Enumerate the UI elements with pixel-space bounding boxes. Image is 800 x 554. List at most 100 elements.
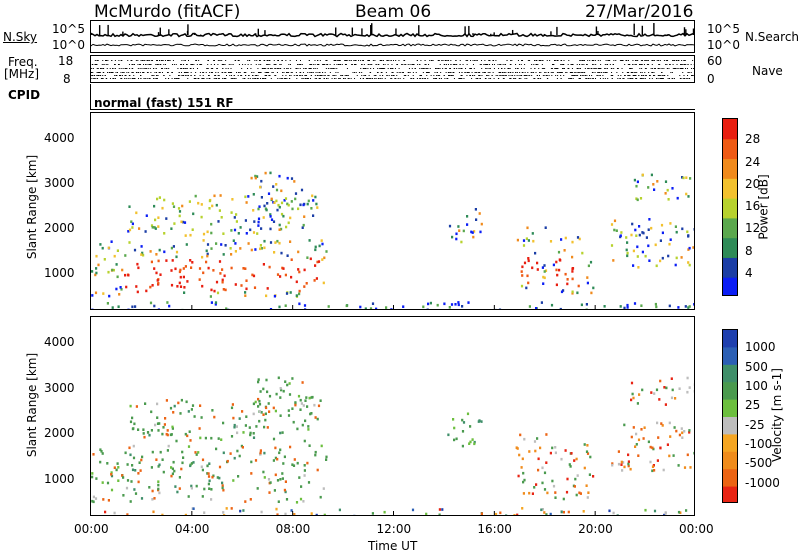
heatmap-cell bbox=[268, 491, 271, 494]
freq-dot bbox=[360, 78, 362, 79]
freq-dot bbox=[470, 68, 472, 69]
freq-dot bbox=[557, 60, 559, 61]
heatmap-cell bbox=[208, 207, 211, 210]
freq-dot bbox=[520, 78, 522, 79]
freq-dot bbox=[113, 78, 115, 79]
freq-dot bbox=[651, 78, 653, 79]
heatmap-cell bbox=[526, 226, 529, 230]
heatmap-cell bbox=[178, 487, 181, 490]
heatmap-cell bbox=[677, 464, 680, 467]
heatmap-cell bbox=[477, 420, 480, 423]
freq-dot bbox=[124, 75, 126, 76]
heatmap-cell bbox=[273, 251, 276, 254]
freq-dot bbox=[250, 64, 252, 65]
freq-dot bbox=[266, 75, 268, 76]
freq-dot bbox=[261, 78, 263, 79]
freq-dot bbox=[283, 68, 285, 69]
heatmap-cell bbox=[685, 509, 688, 512]
freq-dot bbox=[288, 64, 290, 65]
freq-dot bbox=[115, 72, 117, 73]
heatmap-cell bbox=[278, 451, 281, 455]
heatmap-cell bbox=[298, 289, 301, 293]
freq-dot bbox=[208, 75, 210, 76]
freq-dot bbox=[253, 72, 255, 73]
velocity-colorbar-tick: 1000 bbox=[745, 340, 776, 355]
heatmap-cell bbox=[284, 490, 287, 494]
heatmap-cell bbox=[294, 403, 297, 407]
freq-dot bbox=[599, 78, 601, 79]
heatmap-cell bbox=[302, 223, 305, 227]
freq-dot bbox=[184, 68, 186, 69]
freq-dot bbox=[456, 68, 458, 69]
freq-dot bbox=[166, 72, 168, 73]
freq-dot bbox=[111, 72, 113, 73]
heatmap-cell bbox=[198, 267, 202, 270]
heatmap-cell bbox=[231, 403, 234, 406]
freq-dot bbox=[453, 72, 455, 73]
freq-dot bbox=[667, 78, 669, 79]
heatmap-cell bbox=[172, 205, 176, 208]
heatmap-cell bbox=[411, 508, 415, 512]
freq-dot bbox=[289, 60, 291, 61]
heatmap-cell bbox=[278, 241, 281, 245]
heatmap-cell bbox=[179, 412, 182, 415]
freq-dot bbox=[114, 75, 116, 76]
heatmap-cell bbox=[201, 255, 204, 259]
freq-dot bbox=[118, 64, 120, 65]
heatmap-cell bbox=[239, 247, 242, 250]
power-colorbar bbox=[722, 118, 738, 296]
heatmap-cell bbox=[687, 195, 690, 198]
heatmap-cell bbox=[210, 222, 213, 226]
freq-dot bbox=[605, 60, 607, 61]
freq-dot bbox=[661, 68, 663, 69]
freq-dot bbox=[192, 68, 194, 69]
heatmap-cell bbox=[91, 270, 94, 273]
heatmap-cell bbox=[554, 451, 557, 455]
freq-dot bbox=[571, 78, 573, 79]
heatmap-cell bbox=[651, 465, 655, 468]
freq-dot bbox=[146, 78, 148, 79]
freq-dot bbox=[374, 78, 376, 79]
freq-dot bbox=[361, 64, 363, 65]
heatmap-cell bbox=[448, 306, 451, 309]
freq-dot bbox=[610, 75, 612, 76]
freq-dot bbox=[156, 72, 158, 73]
heatmap-cell bbox=[148, 486, 151, 489]
heatmap-cell bbox=[304, 308, 307, 309]
freq-dot bbox=[637, 60, 639, 61]
freq-dot bbox=[599, 75, 601, 76]
freq-dot bbox=[295, 68, 297, 69]
heatmap-cell bbox=[127, 308, 130, 309]
freq-dot bbox=[268, 75, 270, 76]
freq-dot bbox=[247, 60, 249, 61]
heatmap-cell bbox=[436, 303, 439, 307]
freq-dot bbox=[322, 75, 324, 76]
heatmap-cell bbox=[586, 444, 589, 447]
freq-dot bbox=[654, 68, 656, 69]
freq-dot bbox=[300, 64, 302, 65]
heatmap-cell bbox=[244, 267, 247, 270]
heatmap-cell bbox=[250, 248, 253, 252]
heatmap-cell bbox=[587, 491, 590, 494]
freq-dot bbox=[497, 64, 499, 65]
heatmap-cell bbox=[587, 264, 590, 268]
heatmap-cell bbox=[637, 266, 640, 269]
heatmap-cell bbox=[107, 499, 110, 502]
heatmap-cell bbox=[626, 254, 629, 258]
heatmap-cell bbox=[206, 254, 209, 258]
y-tick-label: 4000 bbox=[44, 335, 75, 350]
heatmap-cell bbox=[235, 213, 238, 216]
freq-dot bbox=[342, 75, 344, 76]
freq-dot bbox=[319, 78, 321, 79]
heatmap-cell bbox=[157, 487, 160, 491]
freq-dot bbox=[670, 72, 672, 73]
heatmap-cell bbox=[244, 219, 247, 222]
freq-dot bbox=[663, 68, 665, 69]
freq-dot bbox=[451, 72, 453, 73]
heatmap-cell bbox=[292, 420, 295, 424]
heatmap-cell bbox=[139, 469, 142, 472]
heatmap-cell bbox=[297, 268, 300, 271]
heatmap-cell bbox=[466, 215, 469, 218]
freq-dot bbox=[181, 68, 183, 69]
freq-dot bbox=[184, 60, 186, 61]
